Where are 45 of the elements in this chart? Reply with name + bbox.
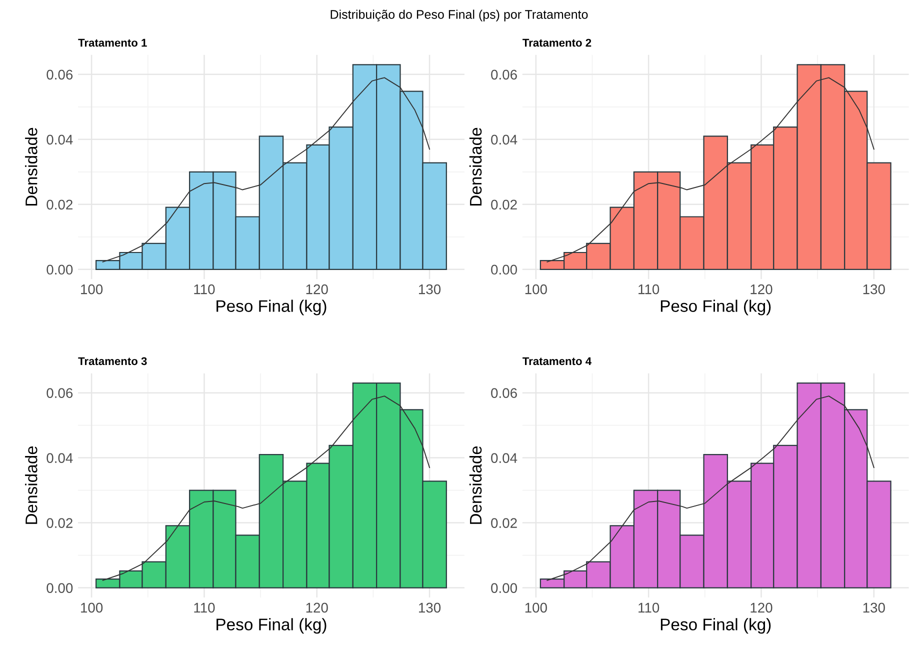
y-tick-label: 0.00 bbox=[46, 583, 73, 593]
x-axis-title: Peso Final (kg) bbox=[660, 300, 771, 316]
chart-title: Tratamento 4 bbox=[522, 357, 592, 366]
y-tick-label: 0.00 bbox=[491, 583, 518, 593]
x-tick-label: 110 bbox=[638, 284, 660, 294]
x-tick-label: 120 bbox=[306, 284, 328, 294]
y-tick-label: 0.00 bbox=[46, 264, 73, 275]
x-axis-title: Peso Final (kg) bbox=[216, 618, 326, 634]
x-axis-title: Peso Final (kg) bbox=[660, 618, 771, 634]
y-tick-label: 0.02 bbox=[46, 518, 72, 528]
x-axis-title: Peso Final (kg) bbox=[216, 300, 326, 316]
chart-title: Tratamento 3 bbox=[78, 357, 147, 366]
y-tick-label: 0.04 bbox=[491, 134, 518, 145]
x-tick-label: 100 bbox=[81, 284, 103, 294]
x-tick-label: 130 bbox=[863, 602, 885, 613]
x-tick-label: 100 bbox=[81, 602, 103, 613]
y-axis-title: Densidade bbox=[469, 128, 482, 206]
y-tick-label: 0.06 bbox=[46, 70, 73, 80]
y-tick-label: 0.02 bbox=[491, 200, 517, 210]
x-tick-label: 130 bbox=[863, 284, 885, 294]
x-tick-label: 120 bbox=[750, 284, 772, 294]
chart-title: Tratamento 1 bbox=[78, 38, 147, 47]
y-tick-label: 0.02 bbox=[46, 200, 72, 210]
x-tick-label: 120 bbox=[750, 602, 772, 613]
y-axis-title: Densidade bbox=[25, 128, 38, 206]
y-tick-label: 0.06 bbox=[46, 388, 73, 398]
y-tick-label: 0.04 bbox=[46, 134, 73, 145]
x-tick-label: 130 bbox=[418, 284, 441, 294]
x-tick-label: 110 bbox=[194, 602, 215, 613]
x-tick-label: 100 bbox=[525, 284, 547, 294]
y-axis-title: Densidade bbox=[469, 446, 482, 524]
y-tick-label: 0.04 bbox=[46, 453, 73, 463]
y-tick-label: 0.06 bbox=[491, 70, 517, 80]
y-axis-title: Densidade bbox=[25, 446, 38, 524]
y-tick-label: 0.02 bbox=[491, 518, 517, 528]
y-tick-label: 0.04 bbox=[491, 453, 518, 463]
x-tick-label: 100 bbox=[525, 602, 547, 613]
text: Distribuição do Peso Final (ps) por Tratamento bbox=[330, 10, 588, 22]
y-tick-label: 0.06 bbox=[491, 388, 517, 398]
x-tick-label: 120 bbox=[306, 602, 328, 613]
x-tick-label: 110 bbox=[638, 602, 660, 613]
x-tick-label: 130 bbox=[418, 602, 441, 613]
y-tick-label: 0.00 bbox=[491, 264, 518, 275]
chart-title: Tratamento 2 bbox=[522, 38, 592, 47]
x-tick-label: 110 bbox=[194, 284, 215, 294]
